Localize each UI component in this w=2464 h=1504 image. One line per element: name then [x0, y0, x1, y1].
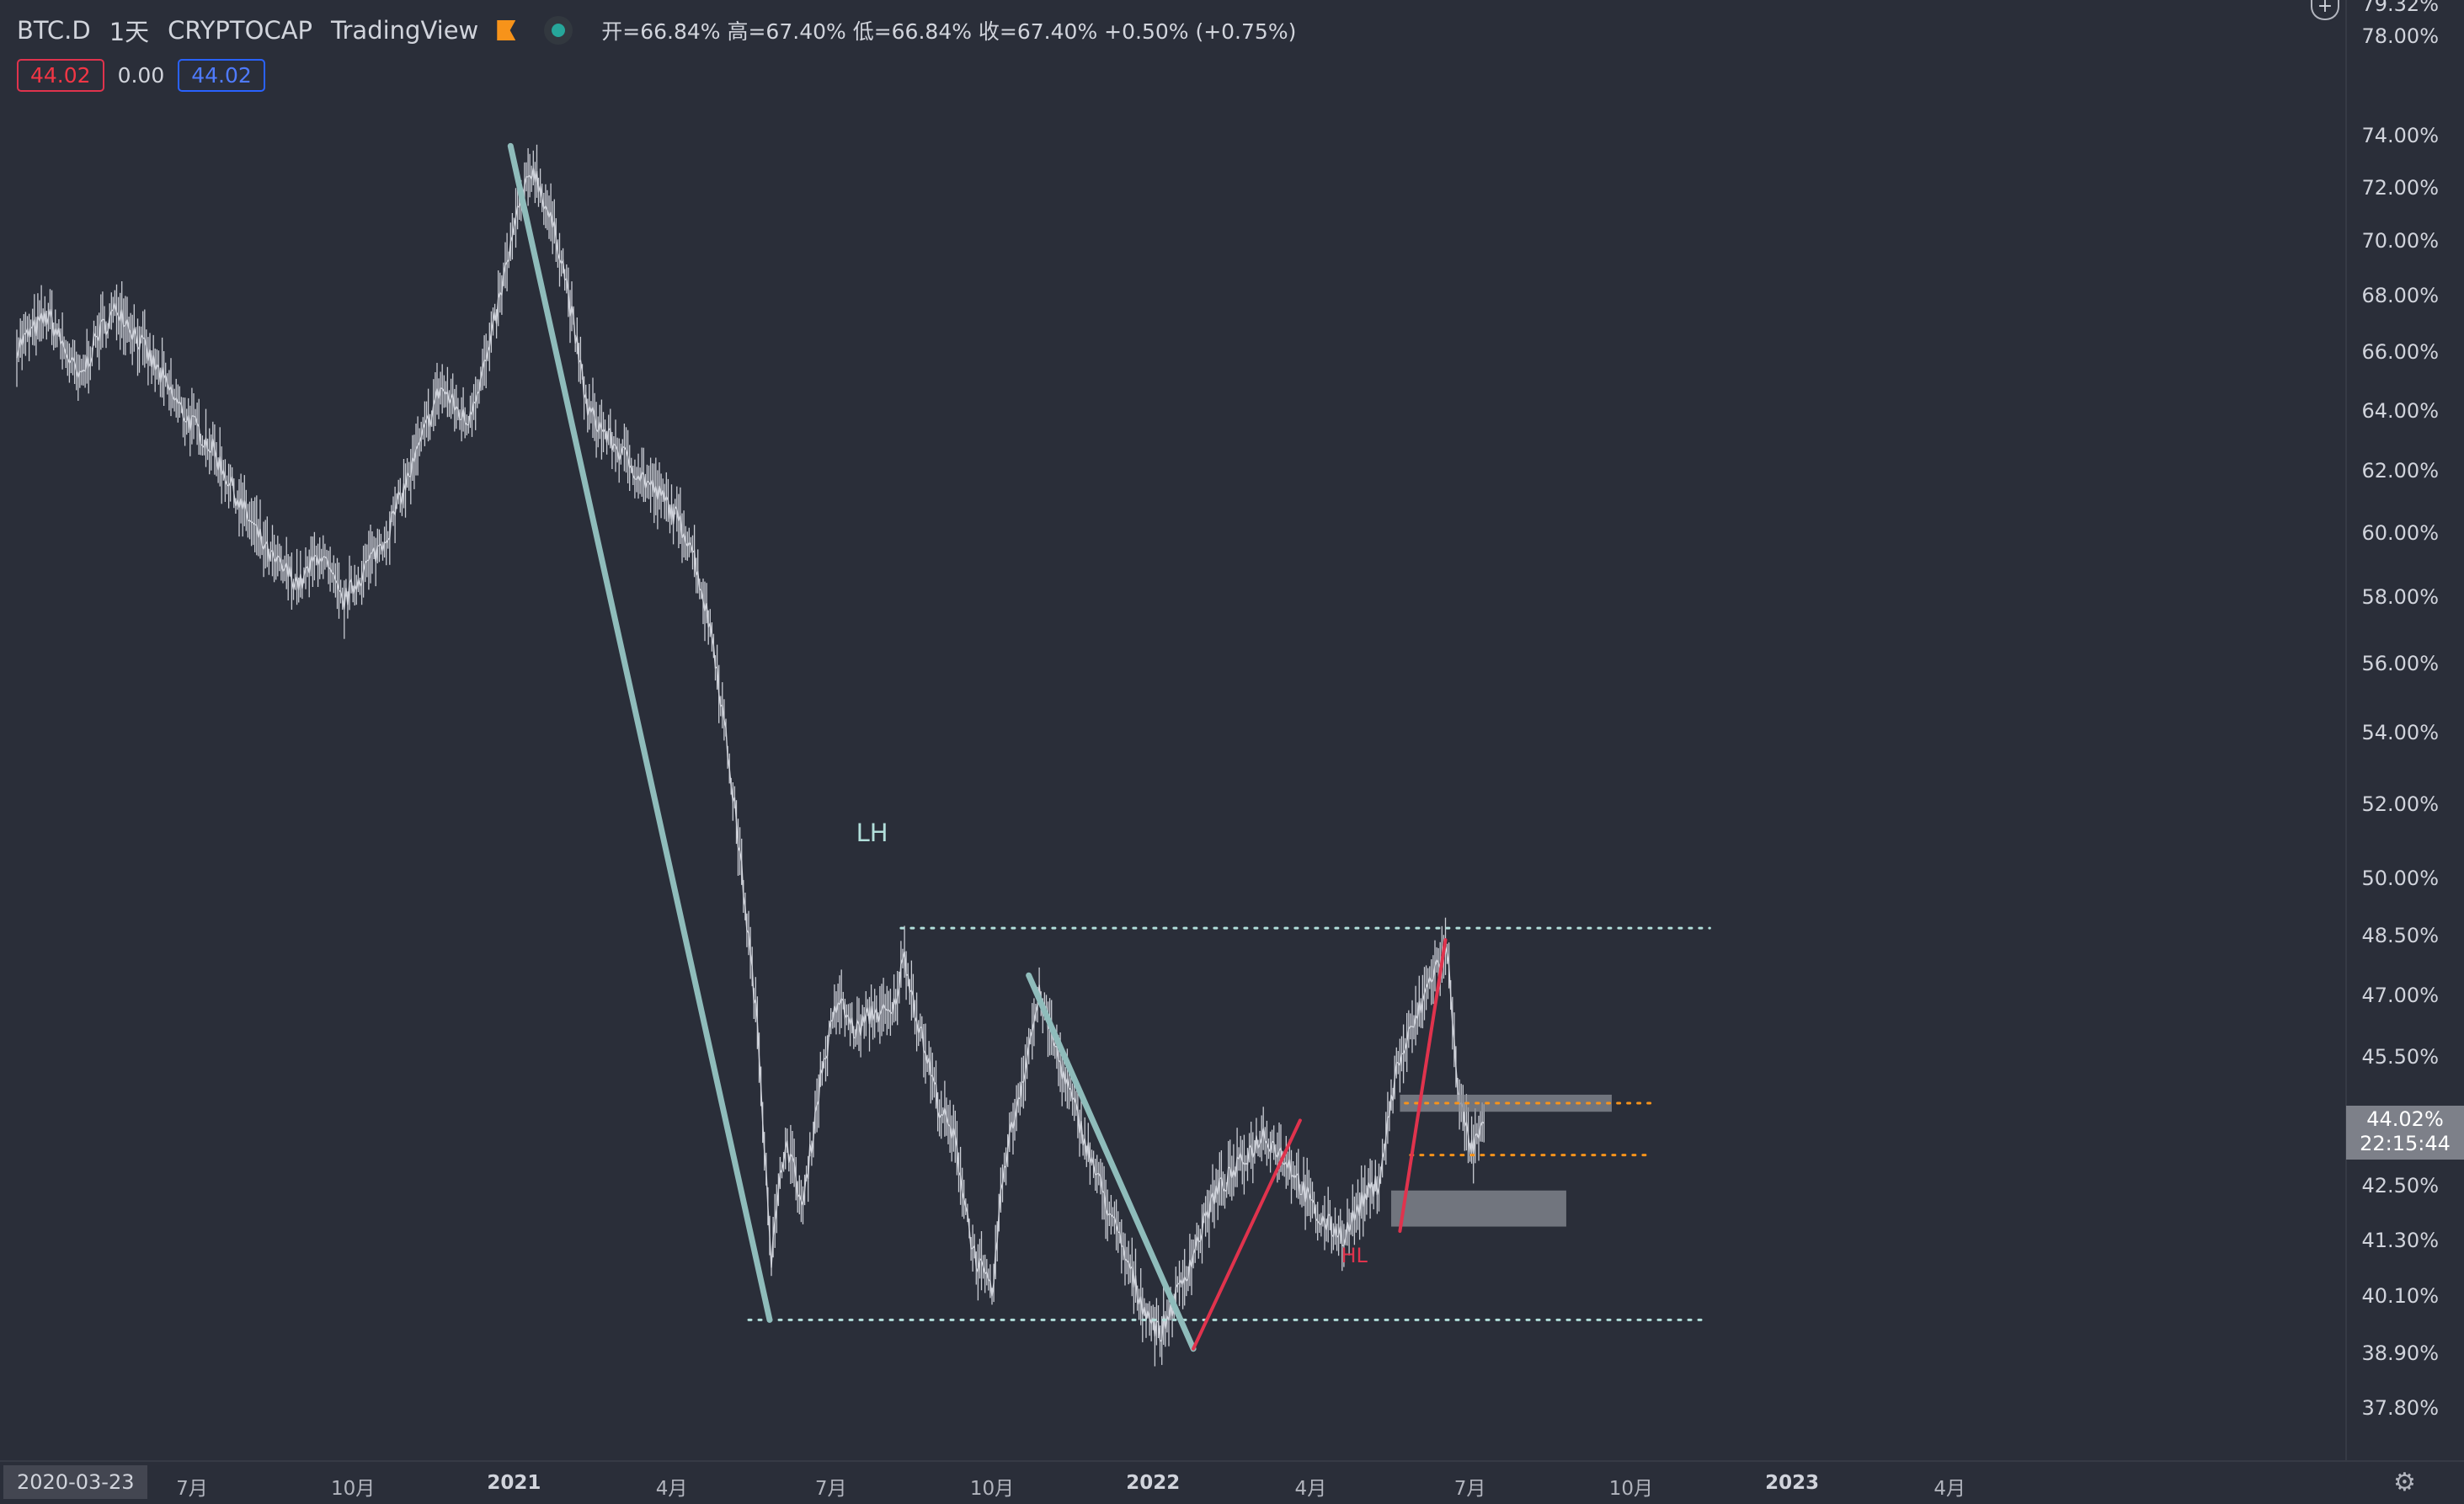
bar-countdown: 22:15:44 [2360, 1132, 2451, 1155]
y-tick-label: 79.32% [2361, 0, 2439, 16]
candles [16, 144, 1485, 1367]
annotation-label-lh: LH [856, 818, 888, 847]
x-tick-label: 7月 [814, 1478, 847, 1500]
supply-demand-zone [1391, 1190, 1566, 1227]
ohlc-readout: 开=66.84% 高=67.40% 低=66.84% 收=67.40% +0.5… [601, 19, 1297, 44]
indicator-value-spread: 0.00 [117, 63, 165, 88]
downtrend-line [507, 142, 773, 1323]
x-tick-label: 10月 [331, 1478, 376, 1500]
last-price-tag: 44.02% 22:15:44 [2346, 1106, 2464, 1160]
x-tick-label: 7月 [1453, 1478, 1486, 1500]
y-tick-label: 68.00% [2361, 284, 2439, 308]
source-label: TradingView [331, 16, 479, 45]
y-tick-label: 40.10% [2361, 1284, 2439, 1309]
y-tick-label: 74.00% [2361, 124, 2439, 148]
last-price-value: 44.02% [2366, 1107, 2444, 1131]
status-dot-icon [544, 16, 573, 45]
y-tick-label: 64.00% [2361, 398, 2439, 423]
uptrend-line [1398, 938, 1448, 1233]
x-tick-label: 2021 [487, 1472, 541, 1494]
x-tick-label: 7月 [176, 1478, 208, 1500]
y-tick-label: 48.50% [2361, 924, 2439, 948]
x-tick-label: 2022 [1126, 1472, 1181, 1494]
y-tick-label: 56.00% [2361, 652, 2439, 675]
x-tick-label: 4月 [655, 1478, 688, 1500]
y-tick-label: 37.80% [2361, 1396, 2439, 1420]
y-tick-label: 66.00% [2361, 340, 2439, 365]
indicator-value-bid[interactable]: 44.02 [17, 59, 104, 92]
x-tick-label: 10月 [969, 1478, 1015, 1500]
y-tick-label: 58.00% [2361, 585, 2439, 610]
exchange-label: CRYPTOCAP [168, 16, 313, 45]
x-tick-label: 2023 [1765, 1472, 1820, 1494]
uptrend-line [1192, 1118, 1302, 1351]
downtrend-line [1026, 972, 1197, 1352]
x-tick-label: 4月 [1933, 1478, 1966, 1500]
interval-label[interactable]: 1天 [109, 18, 150, 46]
y-tick-label: 47.00% [2361, 984, 2439, 1008]
y-tick-label: 78.00% [2361, 24, 2439, 48]
y-tick-label: 41.30% [2361, 1228, 2439, 1252]
y-tick-label: 45.50% [2361, 1045, 2439, 1069]
y-tick-label: 60.00% [2361, 520, 2439, 545]
annotation-label-hl: HL [1341, 1243, 1368, 1267]
y-tick-label: 62.00% [2361, 459, 2439, 483]
y-tick-label: 52.00% [2361, 792, 2439, 816]
y-tick-label: 70.00% [2361, 229, 2439, 253]
flag-icon[interactable] [497, 20, 516, 40]
y-tick-label: 50.00% [2361, 866, 2439, 890]
y-tick-label: 72.00% [2361, 175, 2439, 200]
x-tick-label: 4月 [1294, 1478, 1327, 1500]
symbol-header: BTC.D 1天 CRYPTOCAP TradingView 开=66.84% … [17, 12, 1315, 49]
y-tick-label: 42.50% [2361, 1174, 2439, 1198]
indicator-value-ask[interactable]: 44.02 [178, 59, 265, 92]
symbol-name[interactable]: BTC.D [17, 16, 91, 45]
x-tick-label: 10月 [1608, 1478, 1653, 1500]
indicator-values: 44.02 0.00 44.02 [17, 59, 265, 92]
y-tick-label: 38.90% [2361, 1341, 2439, 1366]
cursor-date-label: 2020-03-23 [3, 1465, 148, 1499]
y-tick-label: 54.00% [2361, 720, 2439, 744]
price-series-line [16, 168, 1485, 1342]
gear-icon[interactable]: ⚙ [2393, 1468, 2416, 1497]
plus-icon[interactable]: + [2311, 0, 2339, 20]
